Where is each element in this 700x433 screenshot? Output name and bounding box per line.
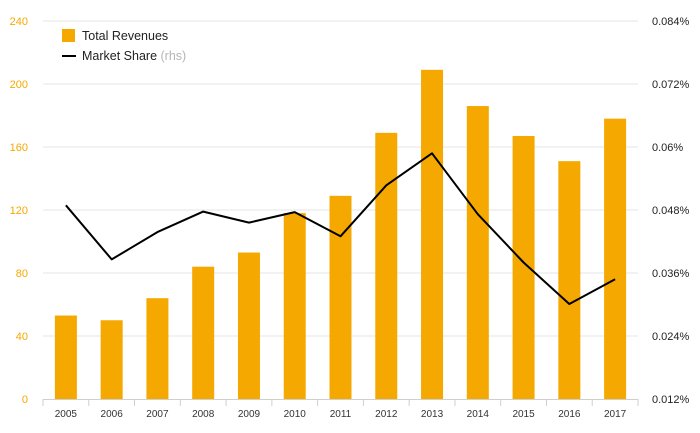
y-right-tick-label: 0.06% [652,142,683,154]
x-tick-label: 2014 [467,409,490,420]
legend-label-total-revenues: Total Revenues [82,29,168,43]
bar-2010 [283,213,306,399]
legend-label-rhs-note: (rhs) [161,49,187,63]
bar-2005 [54,315,77,399]
y-left-tick-label: 120 [10,205,28,217]
y-left-tick-label: 240 [10,16,28,28]
y-left-tick-label: 0 [22,394,28,406]
y-left-tick-label: 40 [16,331,28,343]
bar-2011 [329,195,352,399]
y-right-tick-label: 0.012% [652,394,690,406]
bar-2007 [146,298,169,399]
y-left-tick-label: 160 [10,142,28,154]
x-axis: 2005 2006 2007 2008 2009 2010 2011 2012 2013 2014… [42,399,639,420]
y-left-tick-label: 200 [10,79,28,91]
x-tick-label: 2017 [604,409,627,420]
bar-2016 [558,161,581,399]
x-tick-label: 2009 [238,409,261,420]
legend-label-market-share: Market Share [82,49,157,63]
revenue-bars [54,69,627,400]
x-tick-label: 2012 [375,409,398,420]
x-tick-label: 2016 [558,409,581,420]
y-right-tick-label: 0.072% [652,79,690,91]
svg-text:Market Share (rhs): Market Share (rhs) [82,49,186,63]
x-tick-label: 2013 [421,409,444,420]
x-tick-label: 2006 [101,409,124,420]
legend: Total Revenues Market Share (rhs) [62,29,186,63]
legend-swatch-total-revenues [62,29,75,42]
bar-2009 [237,252,260,399]
x-tick-label: 2011 [330,409,352,420]
bar-2008 [192,266,215,399]
y-right-tick-label: 0.024% [652,331,690,343]
x-tick-label: 2007 [146,409,169,420]
y-right-tick-label: 0.036% [652,268,690,280]
y-left-tick-label: 80 [16,268,28,280]
right-axis-ticks: 0.012% 0.024% 0.036% 0.048% 0.06% 0.072% 0.084… [652,16,690,406]
left-axis-ticks: 0 40 80 120 160 200 240 [10,16,28,406]
bar-2017 [604,118,627,400]
x-tick-label: 2010 [284,409,307,420]
x-tick-label: 2008 [192,409,215,420]
market-share-line [65,152,616,305]
y-right-tick-label: 0.084% [652,16,690,28]
x-tick-label: 2015 [512,409,535,420]
bar-2012 [375,132,398,399]
bar-2015 [512,135,535,399]
bar-2013 [421,69,444,399]
y-right-tick-label: 0.048% [652,205,690,217]
bar-2006 [100,320,123,399]
bar-2014 [466,106,489,400]
x-tick-label: 2005 [55,409,78,420]
